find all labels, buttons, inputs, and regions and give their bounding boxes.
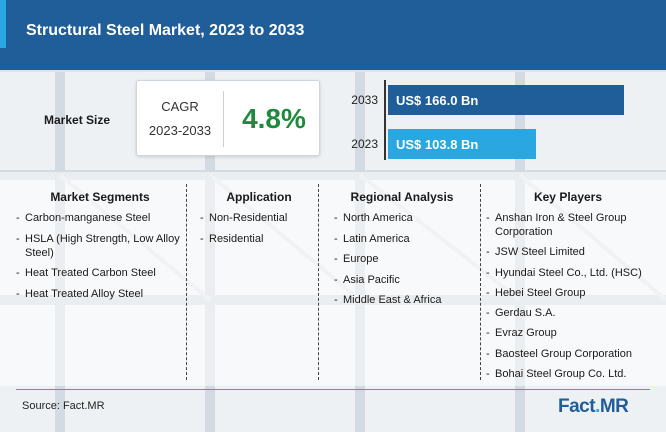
list-item: HSLA (High Strength, Low Alloy Steel) (16, 232, 184, 260)
logo-dot: . (595, 396, 600, 417)
market-bar-2033: US$ 166.0 Bn (388, 85, 624, 115)
segment-columns: Market Segments Carbon-manganese Steel H… (16, 180, 650, 384)
list-item: Middle East & Africa (334, 293, 470, 307)
list-item: Heat Treated Alloy Steel (16, 287, 184, 301)
application-column: Application Non-Residential Residential (200, 180, 318, 384)
key-players-title: Key Players (533, 190, 603, 204)
logo-suffix: MR (599, 396, 629, 417)
market-segments-title: Market Segments (50, 190, 150, 204)
cagr-divider (223, 91, 224, 147)
cagr-box: CAGR 2023-2033 4.8% (136, 80, 320, 156)
year-label-2023: 2023 (351, 137, 378, 151)
list-item: Asia Pacific (334, 273, 470, 287)
list-item: JSW Steel Limited (486, 245, 650, 259)
year-label-2033: 2033 (351, 93, 378, 107)
footer-divider (16, 389, 650, 390)
logo-text: Fact.MR (558, 396, 629, 418)
cagr-value: 4.8% (242, 103, 306, 134)
market-size-label: Market Size (44, 113, 111, 127)
key-players-column: Key Players Anshan Iron & Steel Group Co… (486, 180, 650, 384)
header-banner: Structural Steel Market, 2023 to 2033 (0, 0, 666, 70)
market-bar-2023: US$ 103.8 Bn (388, 129, 536, 159)
list-item: Hebei Steel Group (486, 286, 650, 300)
list-item: Non-Residential (200, 211, 318, 225)
bar-value-2033: US$ 166.0 Bn (396, 92, 479, 108)
regional-analysis-title: Regional Analysis (350, 190, 454, 204)
key-players-list: Anshan Iron & Steel Group Corporation JS… (486, 211, 650, 381)
list-item: Gerdau S.A. (486, 306, 650, 320)
cagr-period: 2023-2033 (148, 123, 212, 138)
cagr-label: CAGR (161, 99, 199, 114)
factmr-logo: Fact.MR (558, 394, 650, 420)
header-accent (0, 0, 6, 48)
column-divider (480, 184, 481, 380)
bar-axis (384, 80, 386, 160)
regional-analysis-column: Regional Analysis North America Latin Am… (334, 180, 470, 384)
logo-main: Fact (558, 396, 596, 417)
list-item: Latin America (334, 232, 470, 246)
list-item: Hyundai Steel Co., Ltd. (HSC) (486, 266, 650, 280)
source-text: Source: Fact.MR (22, 400, 105, 412)
application-title: Application (226, 190, 292, 204)
list-item: Heat Treated Carbon Steel (16, 266, 184, 280)
list-item: Carbon-manganese Steel (16, 211, 184, 225)
list-item: Anshan Iron & Steel Group Corporation (486, 211, 650, 239)
market-segments-list: Carbon-manganese Steel HSLA (High Streng… (16, 211, 184, 301)
bar-value-2023: US$ 103.8 Bn (396, 136, 479, 152)
list-item: Residential (200, 232, 318, 246)
list-item: Evraz Group (486, 326, 650, 340)
cagr-caption: CAGR 2023-2033 (137, 81, 223, 157)
column-divider (318, 184, 319, 380)
application-list: Non-Residential Residential (200, 211, 318, 246)
page-title: Structural Steel Market, 2023 to 2033 (26, 22, 305, 39)
list-item: Europe (334, 252, 470, 266)
list-item: North America (334, 211, 470, 225)
list-item: Bohai Steel Group Co. Ltd. (486, 367, 650, 381)
regional-analysis-list: North America Latin America Europe Asia … (334, 211, 470, 307)
market-segments-column: Market Segments Carbon-manganese Steel H… (16, 180, 184, 384)
list-item: Baosteel Group Corporation (486, 347, 650, 361)
column-divider (186, 184, 187, 380)
